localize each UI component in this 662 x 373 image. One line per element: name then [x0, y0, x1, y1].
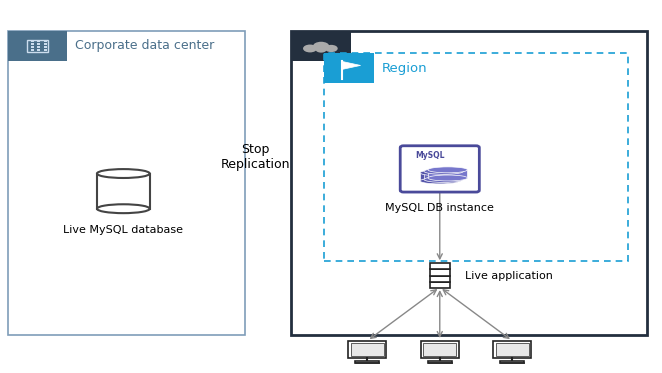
Ellipse shape: [428, 175, 467, 181]
Bar: [348, 341, 387, 358]
Text: Region: Region: [382, 62, 428, 75]
Bar: [496, 343, 529, 356]
FancyBboxPatch shape: [401, 146, 479, 192]
Bar: [28, 40, 48, 52]
Bar: [8, 31, 68, 61]
Ellipse shape: [97, 169, 150, 178]
Bar: [44, 49, 47, 51]
Text: Live application: Live application: [465, 271, 553, 281]
Bar: [428, 361, 451, 363]
Bar: [430, 269, 449, 276]
Bar: [8, 31, 246, 335]
Bar: [291, 31, 351, 61]
Bar: [37, 40, 40, 42]
Bar: [30, 46, 34, 48]
Bar: [351, 343, 384, 356]
Bar: [37, 43, 40, 45]
Bar: [428, 360, 451, 363]
Bar: [493, 341, 532, 358]
Text: Corporate data center: Corporate data center: [75, 39, 214, 52]
Polygon shape: [424, 171, 463, 179]
Bar: [500, 361, 524, 363]
Bar: [355, 360, 379, 363]
Polygon shape: [420, 173, 459, 181]
Bar: [37, 46, 40, 48]
Text: Stop
Replication: Stop Replication: [220, 143, 290, 171]
Ellipse shape: [428, 167, 467, 173]
Circle shape: [316, 46, 326, 53]
Bar: [430, 263, 449, 269]
Ellipse shape: [97, 204, 150, 213]
Ellipse shape: [424, 176, 463, 182]
Text: MySQL DB instance: MySQL DB instance: [385, 203, 495, 213]
Bar: [430, 276, 449, 282]
Circle shape: [325, 45, 338, 52]
Ellipse shape: [420, 170, 459, 176]
Bar: [44, 43, 47, 45]
Bar: [324, 53, 628, 261]
Bar: [430, 282, 449, 288]
Polygon shape: [342, 62, 361, 69]
Text: AWS Cloud: AWS Cloud: [359, 39, 427, 52]
Text: MySQL: MySQL: [415, 151, 445, 160]
Bar: [30, 40, 34, 42]
Bar: [324, 53, 374, 83]
Bar: [44, 40, 47, 42]
Ellipse shape: [424, 168, 463, 174]
Circle shape: [303, 44, 317, 53]
Circle shape: [313, 42, 330, 51]
Bar: [355, 361, 379, 363]
Polygon shape: [97, 173, 150, 209]
Text: Live MySQL database: Live MySQL database: [64, 225, 183, 235]
Bar: [500, 360, 524, 363]
Bar: [423, 343, 456, 356]
Bar: [30, 49, 34, 51]
Bar: [420, 341, 459, 358]
Bar: [291, 31, 647, 335]
Ellipse shape: [420, 178, 459, 184]
Bar: [37, 49, 40, 51]
Bar: [44, 46, 47, 48]
Polygon shape: [428, 170, 467, 178]
Bar: [30, 43, 34, 45]
